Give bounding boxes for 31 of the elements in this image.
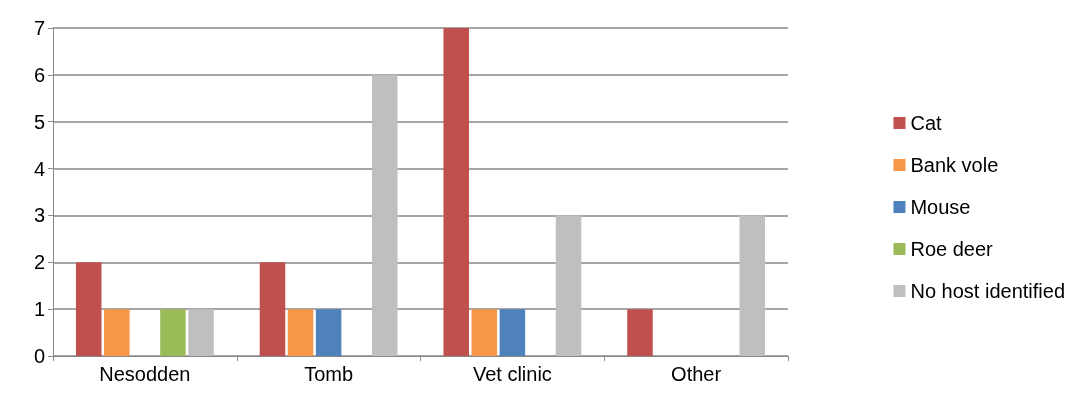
legend-label: Bank vole bbox=[910, 154, 999, 176]
bar bbox=[627, 309, 653, 356]
bar bbox=[499, 309, 526, 356]
legend-label: Mouse bbox=[910, 196, 971, 218]
bar bbox=[471, 309, 498, 356]
legend-label: Cat bbox=[910, 112, 943, 134]
bar bbox=[372, 74, 398, 356]
bar bbox=[555, 215, 582, 356]
y-tick-label: 0 bbox=[33, 345, 45, 367]
bar bbox=[188, 309, 214, 356]
y-tick-label: 4 bbox=[33, 157, 45, 180]
bar bbox=[75, 262, 102, 356]
y-tick-label: 1 bbox=[33, 298, 45, 321]
x-tick-label: Other bbox=[671, 363, 722, 385]
bar bbox=[259, 262, 286, 356]
x-tick-label: Vet clinic bbox=[472, 363, 552, 385]
bar bbox=[739, 215, 766, 356]
y-tick-label: 6 bbox=[33, 63, 45, 86]
bar bbox=[315, 309, 342, 356]
bar bbox=[104, 309, 130, 356]
x-tick-label: Nesodden bbox=[99, 363, 191, 385]
legend-label: Roe deer bbox=[910, 238, 994, 260]
bar bbox=[287, 309, 314, 356]
y-tick-label: 2 bbox=[33, 251, 45, 274]
y-tick-label: 5 bbox=[33, 110, 45, 133]
y-tick-label: 7 bbox=[33, 17, 45, 39]
bar bbox=[443, 28, 469, 356]
y-tick-label: 3 bbox=[33, 204, 45, 227]
legend-label: No host identified bbox=[910, 280, 1066, 302]
x-tick-label: Tomb bbox=[304, 363, 354, 385]
bar bbox=[160, 309, 186, 356]
